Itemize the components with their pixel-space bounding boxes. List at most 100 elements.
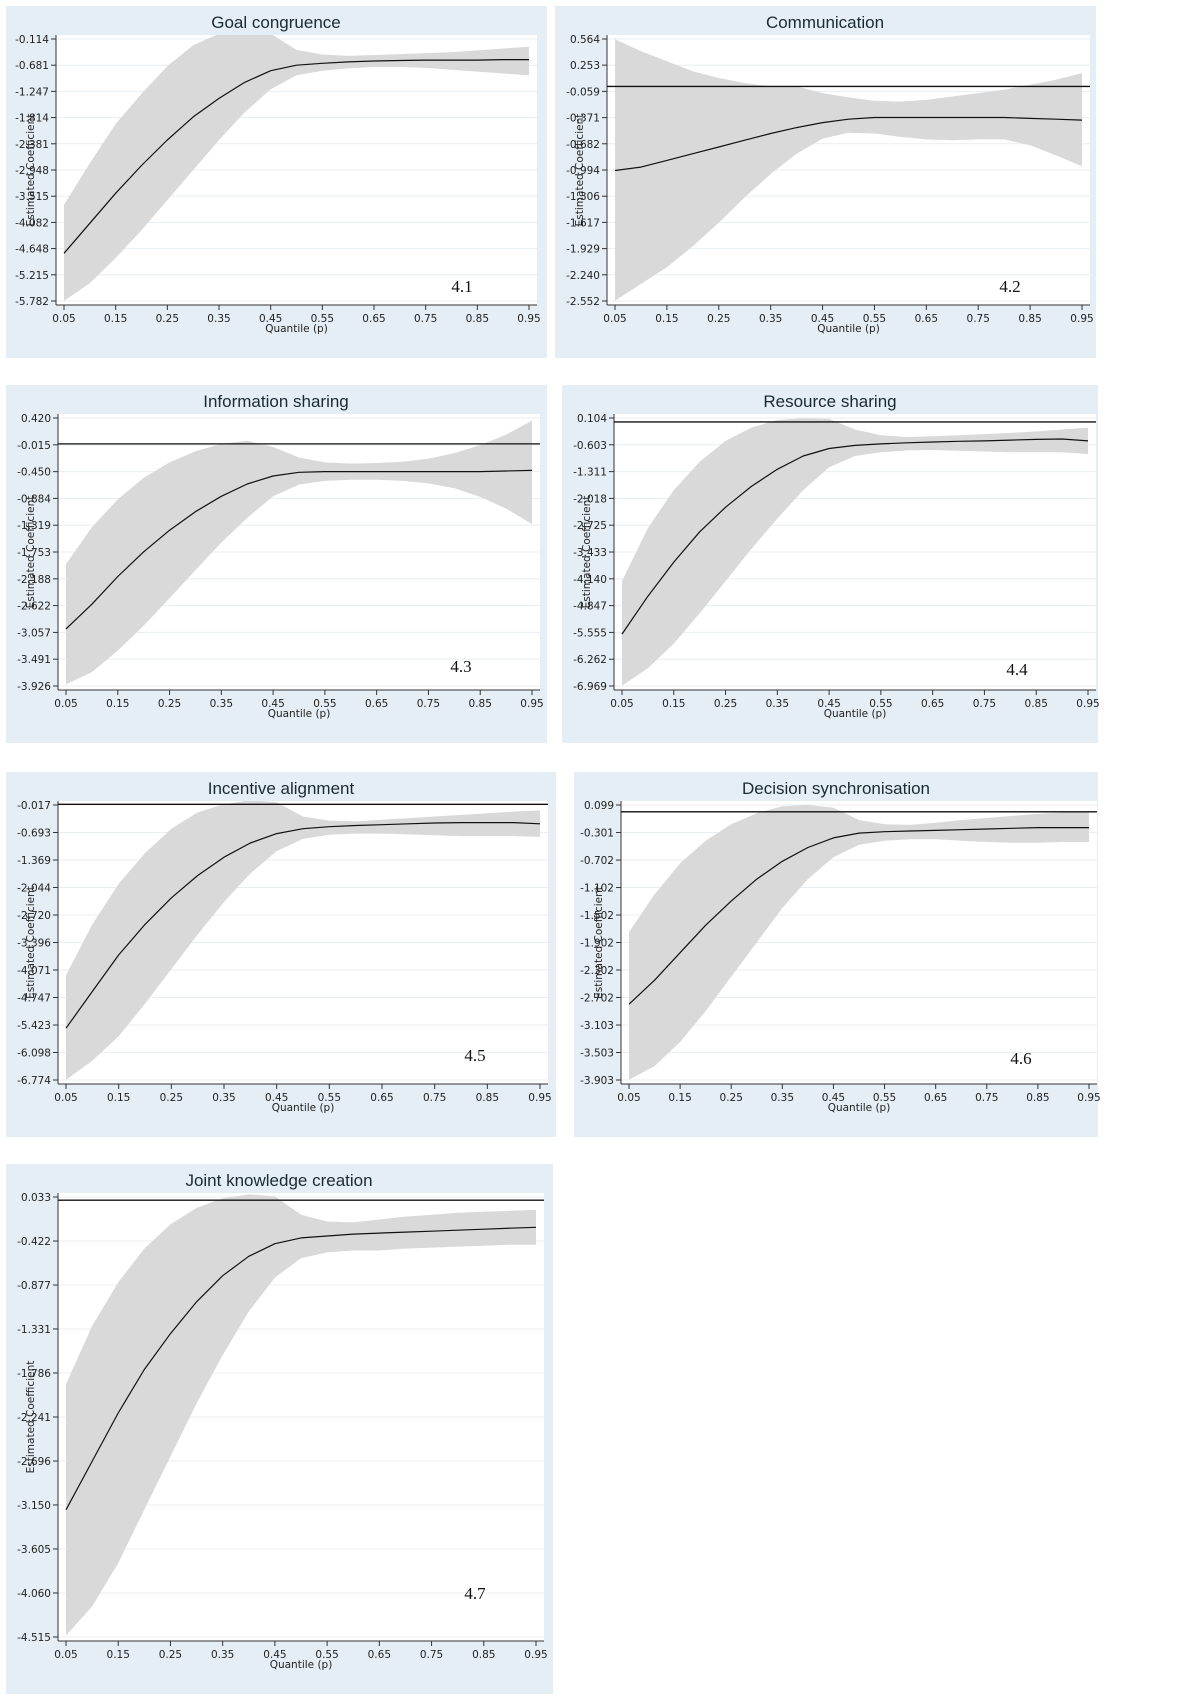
chart-title: Resource sharing [763, 392, 896, 411]
x-tick-label: 0.95 [1077, 1092, 1100, 1104]
x-tick-label: 0.25 [160, 1092, 183, 1104]
x-tick-label: 0.15 [104, 313, 127, 325]
x-axis-label: Quantile (p) [824, 708, 887, 720]
x-tick-label: 0.45 [263, 1649, 286, 1661]
x-axis-label: Quantile (p) [272, 1102, 335, 1114]
chart-title: Communication [766, 13, 884, 32]
y-tick-label: -4.082 [15, 217, 49, 229]
series-group [621, 804, 1097, 1080]
y-tick-label: -6.262 [573, 654, 607, 666]
y-tick-label: 0.420 [21, 413, 51, 425]
x-tick-label: 0.25 [720, 1092, 743, 1104]
y-axis-label: Estimated Coefficient [25, 496, 37, 609]
y-tick-label: -5.555 [573, 627, 607, 639]
y-tick-label: -0.017 [17, 800, 51, 812]
x-tick-label: 0.95 [517, 313, 540, 325]
y-tick-label: -2.240 [566, 270, 600, 282]
x-tick-label: 0.35 [210, 698, 233, 710]
y-tick-label: -1.369 [17, 855, 51, 867]
chart-title: Information sharing [203, 392, 349, 411]
y-tick-label: 0.564 [570, 34, 600, 46]
y-tick-label: -0.702 [580, 855, 614, 867]
x-tick-label: 0.65 [924, 1092, 947, 1104]
series-group [58, 1194, 544, 1636]
x-axis-label: Quantile (p) [265, 323, 328, 335]
y-tick-label: -1.331 [17, 1324, 51, 1336]
y-tick-label: 0.253 [570, 60, 600, 72]
y-tick-label: -3.103 [580, 1020, 614, 1032]
panel-number-label: 4.3 [450, 657, 471, 676]
estimate-line [63, 59, 529, 254]
series-group [614, 418, 1096, 686]
x-tick-label: 0.45 [259, 313, 282, 325]
y-tick-label: -3.503 [580, 1048, 614, 1060]
x-tick-label: 0.35 [207, 313, 230, 325]
x-tick-label: 0.75 [975, 1092, 998, 1104]
y-tick-label: -4.747 [17, 993, 51, 1005]
x-tick-label: 0.25 [156, 313, 179, 325]
chart-panel-information-sharing: Information sharing 0.420 -0.015 -0.450 -0.8… [6, 385, 547, 743]
x-tick-label: 0.85 [469, 698, 492, 710]
x-tick-label: 0.95 [520, 698, 543, 710]
y-tick-label: -2.302 [580, 965, 614, 977]
x-tick-label: 0.55 [311, 313, 334, 325]
x-axis-label: Quantile (p) [817, 323, 880, 335]
x-tick-label: 0.95 [1076, 698, 1099, 710]
y-tick-label: -0.994 [566, 165, 600, 177]
y-tick-label: -4.515 [17, 1632, 51, 1644]
x-tick-label: 0.75 [417, 698, 440, 710]
x-tick-label: 0.35 [759, 313, 782, 325]
panel-number-label: 4.4 [1006, 660, 1028, 679]
y-tick-label: 0.104 [577, 413, 607, 425]
y-tick-label: -0.693 [17, 828, 51, 840]
y-tick-label: -0.681 [15, 60, 49, 72]
x-tick-label: 0.05 [617, 1092, 640, 1104]
x-tick-label: 0.55 [318, 1092, 341, 1104]
x-axis-label: Quantile (p) [270, 1659, 333, 1671]
estimate-line [65, 822, 541, 1029]
y-tick-label: -0.450 [17, 467, 51, 479]
y-tick-label: -1.306 [566, 191, 600, 203]
x-tick-label: 0.85 [1018, 313, 1041, 325]
y-tick-label: -1.902 [580, 938, 614, 950]
y-tick-label: -2.702 [580, 992, 614, 1004]
x-tick-label: 0.15 [107, 1092, 130, 1104]
x-tick-label: 0.05 [54, 1092, 77, 1104]
chart-panel-goal-congruence: Goal congruence -0.114 -0.681 -1.247 -1.814 -… [6, 6, 547, 358]
estimate-line [65, 1226, 537, 1511]
panel-number-label: 4.1 [451, 277, 472, 296]
x-tick-label: 0.75 [414, 313, 437, 325]
y-tick-label: -0.371 [566, 113, 600, 125]
x-tick-label: 0.45 [265, 1092, 288, 1104]
y-tick-label: -5.423 [17, 1020, 51, 1032]
x-tick-label: 0.85 [1025, 698, 1048, 710]
estimate-line [65, 469, 533, 630]
chart-svg: Joint knowledge creation 0.033 -0.422 -0.87… [17, 1171, 548, 1671]
x-axis-label: Quantile (p) [268, 708, 331, 720]
series-group [63, 35, 529, 301]
x-tick-label: 0.55 [315, 1649, 338, 1661]
y-tick-label: -0.422 [17, 1236, 51, 1248]
y-tick-label: -1.786 [17, 1368, 51, 1380]
x-tick-label: 0.05 [52, 313, 75, 325]
x-tick-label: 0.75 [420, 1649, 443, 1661]
x-tick-label: 0.35 [212, 1092, 235, 1104]
y-tick-label: -0.059 [566, 86, 600, 98]
y-tick-label: -2.948 [15, 165, 49, 177]
y-tick-label: -2.018 [573, 493, 607, 505]
x-tick-label: 0.95 [524, 1649, 547, 1661]
confidence-band [615, 39, 1082, 301]
panel-number-label: 4.6 [1010, 1049, 1031, 1068]
x-tick-label: 0.75 [967, 313, 990, 325]
y-tick-label: -5.215 [15, 270, 49, 282]
y-tick-label: -4.060 [17, 1588, 51, 1600]
y-axis-label: Estimated Coefficient [593, 886, 605, 999]
x-tick-label: 0.25 [159, 1649, 182, 1661]
chart-title: Joint knowledge creation [185, 1171, 372, 1190]
y-tick-label: -2.381 [15, 139, 49, 151]
y-axis-label: Estimated Coefficient [581, 496, 593, 609]
x-tick-label: 0.35 [766, 698, 789, 710]
y-tick-label: -2.552 [566, 296, 600, 308]
chart-panel-joint-knowledge-creation: Joint knowledge creation 0.033 -0.422 -0.87… [6, 1164, 553, 1694]
chart-svg: Goal congruence -0.114 -0.681 -1.247 -1.814 -… [15, 13, 541, 335]
